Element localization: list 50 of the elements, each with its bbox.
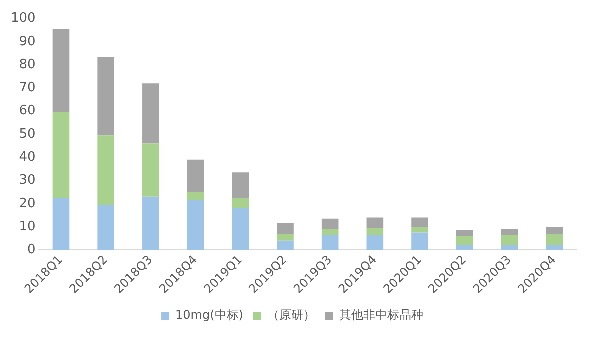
y-tick-label: 40 (19, 150, 36, 165)
bar (412, 218, 428, 228)
bar (322, 218, 339, 230)
bar (322, 235, 339, 250)
bar (232, 208, 250, 250)
y-tick-label: 20 (19, 196, 36, 212)
bar (142, 84, 160, 144)
bar (546, 227, 563, 234)
bar (456, 246, 474, 250)
y-tick-label: 30 (19, 173, 36, 188)
bar (366, 218, 384, 228)
bar (277, 224, 294, 234)
bar (456, 230, 474, 236)
bar (366, 228, 384, 236)
bar (232, 172, 250, 198)
y-tick-label: 80 (19, 57, 36, 72)
bar (366, 235, 384, 250)
y-tick-label: 90 (19, 34, 36, 50)
bar (501, 246, 518, 250)
y-tick-label: 60 (19, 104, 36, 119)
bar (501, 229, 518, 236)
bar (98, 136, 114, 206)
bar (187, 160, 204, 192)
bar (98, 56, 114, 136)
bar (277, 240, 294, 250)
bar (412, 232, 428, 250)
bar (98, 205, 114, 250)
legend-label: 其他非中标品种 (339, 308, 424, 322)
bar (456, 236, 474, 246)
bar (52, 29, 70, 112)
y-tick-label: 70 (19, 80, 36, 96)
legend-label: （原研） (267, 308, 316, 322)
bar (412, 227, 428, 233)
y-tick-label: 10 (19, 219, 36, 234)
bar (52, 198, 70, 250)
bar (187, 200, 204, 250)
bar (501, 235, 518, 246)
bar (187, 192, 204, 200)
legend-label: 10mg(中标) (176, 308, 244, 322)
bar (232, 198, 250, 209)
bar (142, 144, 160, 197)
bar (142, 196, 160, 250)
bar (546, 234, 563, 246)
y-tick-label: 0 (28, 242, 36, 258)
y-tick-label: 100 (10, 11, 36, 26)
y-tick-label: 50 (19, 126, 36, 142)
bar (52, 112, 70, 198)
bar (277, 234, 294, 241)
bar (322, 229, 339, 236)
bar (546, 246, 563, 250)
